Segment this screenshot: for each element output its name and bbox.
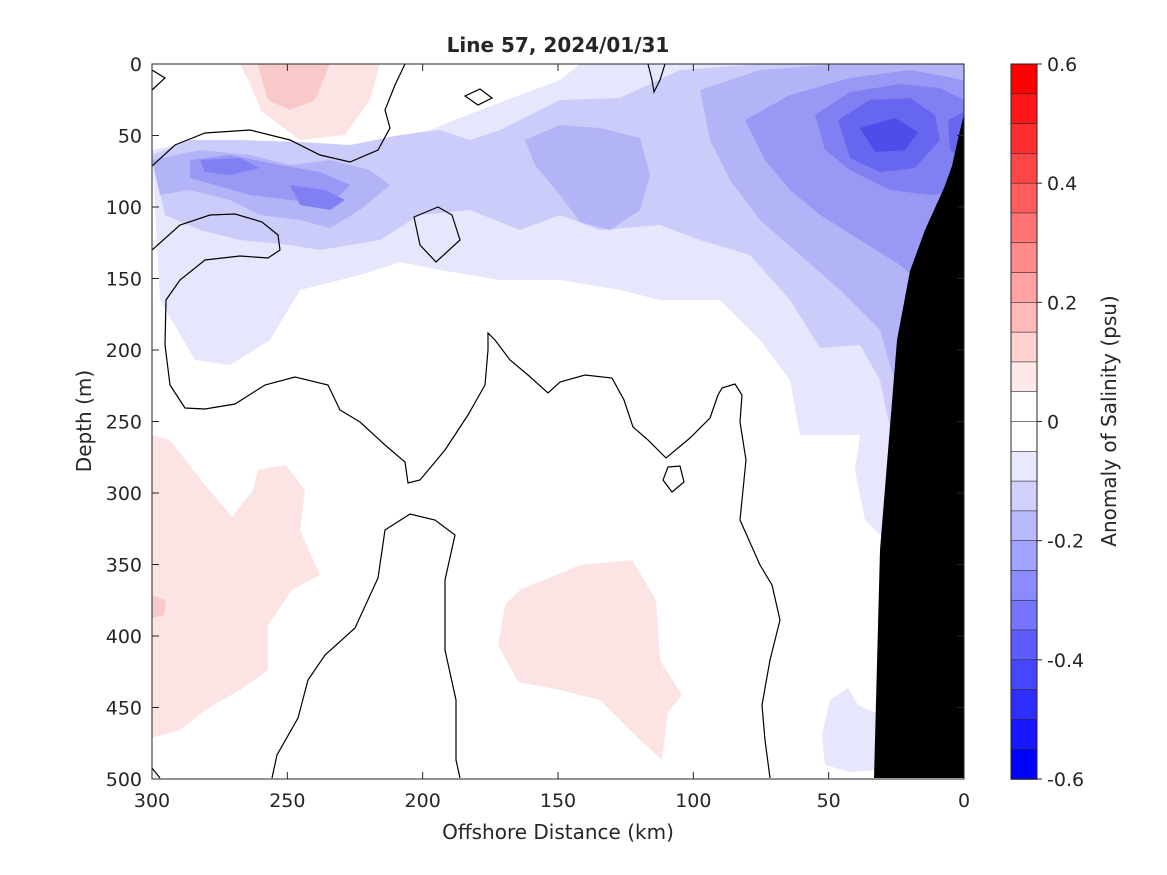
colorbar-segment: [1010, 659, 1038, 691]
y-tick-label: 150: [106, 269, 142, 291]
y-axis: 0 50 100 150 200 250 300 350 400 450 500: [106, 54, 964, 791]
x-tick-label: 150: [540, 790, 576, 812]
colorbar-segment: [1010, 570, 1038, 602]
zero-contour: [463, 88, 494, 106]
bathymetry-seafloor: [874, 114, 964, 778]
y-tick-label: 200: [106, 340, 142, 362]
positive-region: [498, 560, 682, 760]
colorbar-segment: [1010, 391, 1038, 423]
colorbar-segment: [1010, 93, 1038, 125]
negative-anomaly-fill: [152, 64, 964, 772]
negative-region-darker: [290, 185, 345, 210]
y-tick-label: 50: [118, 126, 142, 148]
negative-region-medium: [525, 125, 650, 230]
zero-contour: [152, 213, 781, 779]
colorbar-tick-label: 0: [1047, 412, 1059, 434]
colorbar-segment: [1010, 212, 1038, 244]
colorbar-tick-label: -0.6: [1047, 769, 1084, 791]
negative-region-core-max: [860, 118, 918, 152]
chart-title: Line 57, 2024/01/31: [447, 33, 670, 57]
x-tick-label: 200: [405, 790, 441, 812]
colorbar-segment: [1010, 748, 1038, 780]
y-tick-label: 350: [106, 555, 142, 577]
colorbar-label: Anomaly of Salinity (psu): [1097, 295, 1121, 546]
colorbar-segment: [1010, 242, 1038, 274]
colorbar: 0.6 0.4 0.2 0 -0.2 -0.4 -0.6: [1010, 54, 1084, 791]
zero-contour: [152, 767, 161, 779]
y-tick-label: 0: [130, 54, 142, 76]
zero-contour: [662, 465, 685, 493]
y-axis-label: Depth (m): [72, 370, 96, 472]
colorbar-segment: [1010, 153, 1038, 184]
colorbar-tick-label: 0.4: [1047, 173, 1077, 195]
negative-region-lightest: [822, 688, 880, 772]
colorbar-tick-label: 0.6: [1047, 54, 1077, 76]
colorbar-segment: [1010, 540, 1038, 572]
x-axis-label: Offshore Distance (km): [442, 820, 674, 844]
x-tick-label: 100: [675, 790, 711, 812]
colorbar-segment: [1010, 450, 1038, 482]
y-tick-label: 250: [106, 412, 142, 434]
negative-region-darker: [200, 158, 260, 175]
x-axis: 300 250 200 150 100 50 0: [134, 64, 970, 812]
colorbar-segment: [1010, 599, 1038, 631]
y-tick-label: 400: [106, 626, 142, 648]
x-tick-label: 300: [134, 790, 170, 812]
positive-region-core: [152, 595, 166, 618]
colorbar-segment: [1010, 510, 1038, 542]
colorbar-segment: [1010, 63, 1038, 95]
colorbar-segment: [1010, 719, 1038, 751]
positive-anomaly-fill: [152, 64, 682, 760]
x-tick-label: 0: [958, 790, 970, 812]
colorbar-segment: [1010, 689, 1038, 721]
colorbar-segment: [1010, 272, 1038, 304]
y-tick-label: 450: [106, 698, 142, 720]
positive-region: [152, 435, 320, 738]
zero-contour: [647, 64, 666, 94]
colorbar-segment: [1010, 123, 1038, 155]
colorbar-segment: [1010, 361, 1038, 393]
y-tick-label: 100: [106, 197, 142, 219]
x-tick-label: 50: [817, 790, 841, 812]
colorbar-segment: [1010, 302, 1038, 333]
colorbar-segment: [1010, 421, 1038, 453]
zero-contour: [271, 513, 461, 779]
colorbar-tick-label: 0.2: [1047, 292, 1077, 314]
y-tick-label: 300: [106, 483, 142, 505]
colorbar-segment: [1010, 480, 1038, 512]
colorbar-segment: [1010, 331, 1038, 363]
y-tick-label: 500: [106, 769, 142, 791]
x-tick-label: 250: [269, 790, 305, 812]
zero-contour: [152, 69, 166, 91]
zero-contour: [152, 64, 406, 167]
positive-region-core: [258, 64, 330, 110]
zero-contours: [152, 64, 781, 779]
colorbar-tick-label: -0.4: [1047, 650, 1084, 672]
colorbar-tick-label: -0.2: [1047, 531, 1084, 553]
colorbar-segment: [1010, 629, 1038, 661]
zero-contour: [413, 206, 461, 263]
colorbar-segment: [1010, 182, 1038, 214]
